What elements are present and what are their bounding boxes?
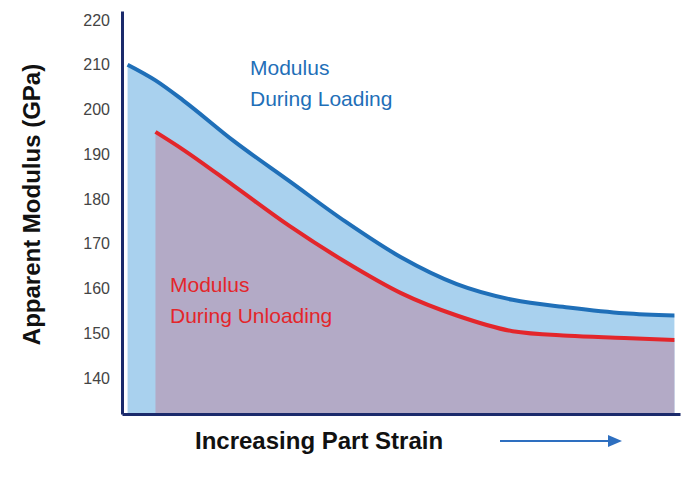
plot-area [128,65,675,414]
x-axis-arrowhead [608,435,622,447]
y-tick: 180 [83,191,122,208]
y-tick-label: 210 [83,56,110,73]
y-tick: 200 [83,101,122,118]
y-tick: 190 [83,146,122,163]
y-tick-label: 190 [83,146,110,163]
x-axis-line [123,413,681,416]
annotation-line: Modulus [170,273,249,296]
y-tick-label: 180 [83,191,110,208]
y-tick: 160 [83,280,122,297]
y-tick-label: 220 [83,12,110,29]
y-tick-label: 200 [83,101,110,118]
y-tick-label: 170 [83,235,110,252]
y-axis-title: Apparent Modulus (GPa) [18,64,45,345]
y-axis: 140 150 160 170 180 190 200 210 220 [83,12,122,415]
x-axis-arrow [500,440,610,442]
y-tick-label: 160 [83,280,110,297]
series-area [128,65,675,414]
annotation-line: During Unloading [170,304,332,327]
y-tick: 220 [83,12,122,29]
annotation-line: Modulus [250,56,329,79]
y-tick: 140 [83,370,122,387]
chart: 140 150 160 170 180 190 200 210 220 Apparent Modu… [0,0,700,477]
series-line [128,65,675,316]
y-tick: 170 [83,235,122,252]
y-axis-line [121,12,124,415]
y-tick-label: 140 [83,370,110,387]
annotation-line: During Loading [250,87,392,110]
y-tick: 210 [83,56,122,73]
y-tick-label: 150 [83,325,110,342]
y-tick: 150 [83,325,122,342]
annotation: Modulus During Loading [250,56,392,110]
x-axis [123,414,681,415]
x-axis-title: Increasing Part Strain [195,427,443,454]
annotation: Modulus During Unloading [170,273,332,327]
series-area [155,132,674,414]
series-line [155,132,674,340]
